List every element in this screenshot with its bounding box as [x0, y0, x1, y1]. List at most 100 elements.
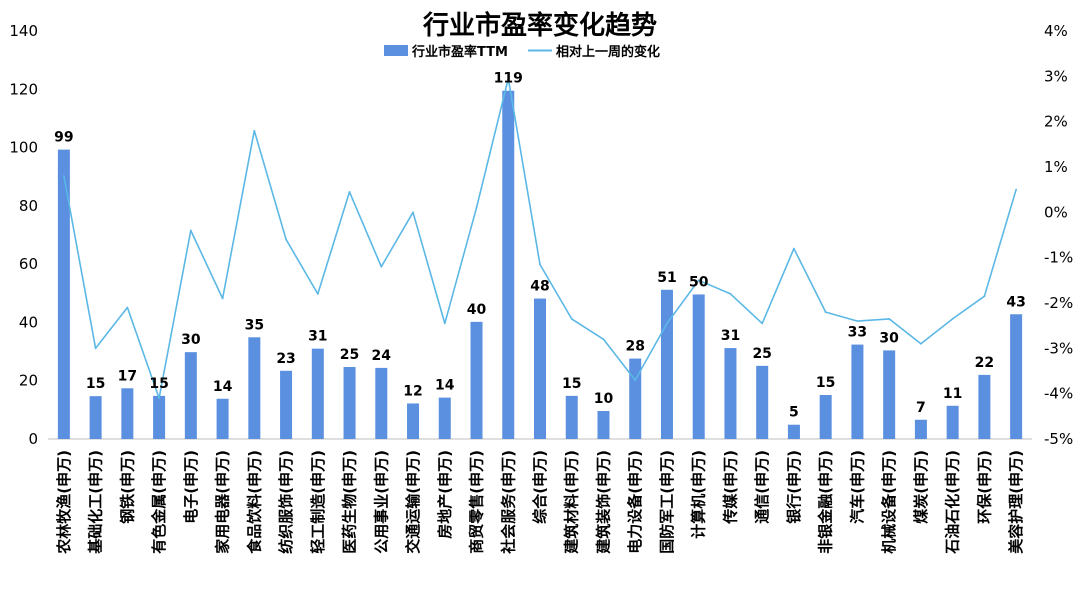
bar-labels: 99 15 17 15 30 14 35 23 31 25 24 12 14 40 119 48 15 10 28 5…: [54, 71, 1026, 421]
bar: [946, 405, 959, 439]
category-label: 煤炭(申万): [912, 450, 930, 524]
legend: 行业市盈率TTM 相对上一周的变化: [384, 44, 660, 60]
bars: [57, 90, 1023, 439]
left-axis-tick-label: 140: [9, 22, 38, 40]
line-point: [824, 311, 827, 313]
category-label: 社会服务(申万): [499, 450, 517, 555]
bar: [280, 370, 293, 439]
category-labels: 农林牧渔(申万) 基础化工(申万) 钢铁(申万) 有色金属(申万) 电子(申万) 家用电器…: [55, 450, 1025, 555]
left-axis-tick-label: 120: [9, 80, 38, 98]
bar-data-label: 25: [752, 346, 771, 362]
right-axis-tick-label: -3%: [1044, 339, 1073, 357]
category-label: 综合(申万): [531, 450, 549, 524]
bar: [89, 396, 102, 439]
bar-data-label: 25: [340, 347, 359, 363]
bar: [407, 403, 420, 439]
category-label: 计算机(申万): [690, 450, 708, 539]
bar-data-label: 15: [562, 376, 581, 392]
line-point: [62, 175, 65, 177]
right-axis-tick-label: 0%: [1044, 203, 1068, 221]
bar-data-label: 15: [816, 375, 835, 391]
category-label: 通信(申万): [753, 450, 771, 524]
bar: [184, 352, 197, 439]
axes: 0 20 40 60 80 100 120 140 -5% -4% -3% -2% -1% 0% 1% 2% 3…: [9, 22, 1073, 448]
bar: [724, 348, 737, 439]
right-axis-tick-label: 3%: [1044, 67, 1068, 85]
category-label: 轻工制造(申万): [309, 450, 327, 554]
bar-data-label: 33: [848, 325, 867, 341]
line-point: [475, 206, 478, 209]
category-label: 公用事业(申万): [372, 450, 390, 554]
bar: [534, 298, 546, 439]
line-point: [1015, 188, 1018, 191]
line-point: [793, 247, 795, 250]
line-point: [158, 397, 160, 400]
line-point: [856, 320, 859, 323]
bar-data-label: 23: [276, 351, 295, 367]
line-point: [983, 295, 986, 298]
category-label: 医药生物(申万): [341, 450, 359, 554]
bar: [692, 294, 705, 439]
category-label: 钢铁(申万): [118, 450, 136, 524]
bar-data-label: 17: [118, 368, 137, 384]
right-axis-tick-label: -2%: [1044, 294, 1073, 312]
line-point: [761, 322, 764, 325]
line-point: [253, 129, 256, 132]
line-point: [380, 265, 383, 268]
category-label: 国防军工(申万): [658, 450, 676, 554]
category-label: 非银金融(申万): [817, 450, 835, 554]
left-axis-tick-label: 100: [9, 139, 38, 157]
category-label: 房地产(申万): [436, 450, 454, 539]
bar: [343, 367, 356, 439]
left-axis-tick-label: 40: [19, 313, 38, 331]
category-label: 汽车(申万): [848, 450, 866, 524]
bar-data-label: 40: [467, 302, 487, 318]
line-point: [94, 347, 97, 350]
bar-data-label: 50: [689, 274, 709, 290]
bar: [787, 424, 800, 439]
bar-data-label: 31: [308, 329, 327, 345]
legend-swatch-bar: [384, 45, 408, 56]
right-axis-tick-label: -5%: [1044, 430, 1073, 448]
category-label: 商贸零售(申万): [468, 450, 486, 554]
category-label: 有色金属(申万): [150, 450, 168, 554]
bar-data-label: 119: [494, 71, 523, 87]
line-point: [412, 211, 414, 214]
bar: [819, 394, 832, 439]
bar-data-label: 30: [181, 332, 201, 348]
category-label: 家用电器(申万): [214, 450, 232, 554]
line-point: [189, 229, 192, 232]
bar: [883, 350, 896, 439]
bar: [1010, 314, 1023, 439]
bar: [565, 395, 578, 439]
line-point: [634, 379, 637, 381]
line-point: [126, 306, 129, 309]
bar-data-label: 14: [435, 378, 455, 394]
bar-data-label: 24: [372, 348, 392, 364]
bar: [311, 348, 324, 439]
bar: [978, 374, 991, 439]
bar: [597, 411, 610, 439]
bar-data-label: 14: [213, 379, 233, 395]
category-label: 传媒(申万): [721, 450, 739, 525]
category-label: 美容护理(申万): [1007, 450, 1025, 554]
bar-data-label: 15: [149, 376, 168, 392]
category-label: 建筑材料(申万): [563, 450, 581, 554]
bar-data-label: 99: [54, 130, 73, 146]
bar: [248, 337, 261, 439]
category-label: 农林牧渔(申万): [55, 450, 73, 555]
line-point: [316, 293, 319, 295]
right-axis-tick-label: 2%: [1044, 113, 1068, 131]
bar-data-label: 5: [789, 405, 799, 421]
legend-label-bar: 行业市盈率TTM: [411, 44, 508, 60]
category-label: 石油石化(申万): [944, 450, 962, 555]
category-label: 纺织服饰(申万): [277, 450, 295, 554]
line-point: [888, 317, 891, 320]
bar: [438, 397, 451, 439]
bar: [153, 395, 166, 439]
bar-data-label: 35: [245, 317, 264, 333]
bar-data-label: 12: [403, 383, 422, 399]
line-point: [570, 317, 573, 320]
right-axis-tick-label: -4%: [1044, 385, 1073, 403]
